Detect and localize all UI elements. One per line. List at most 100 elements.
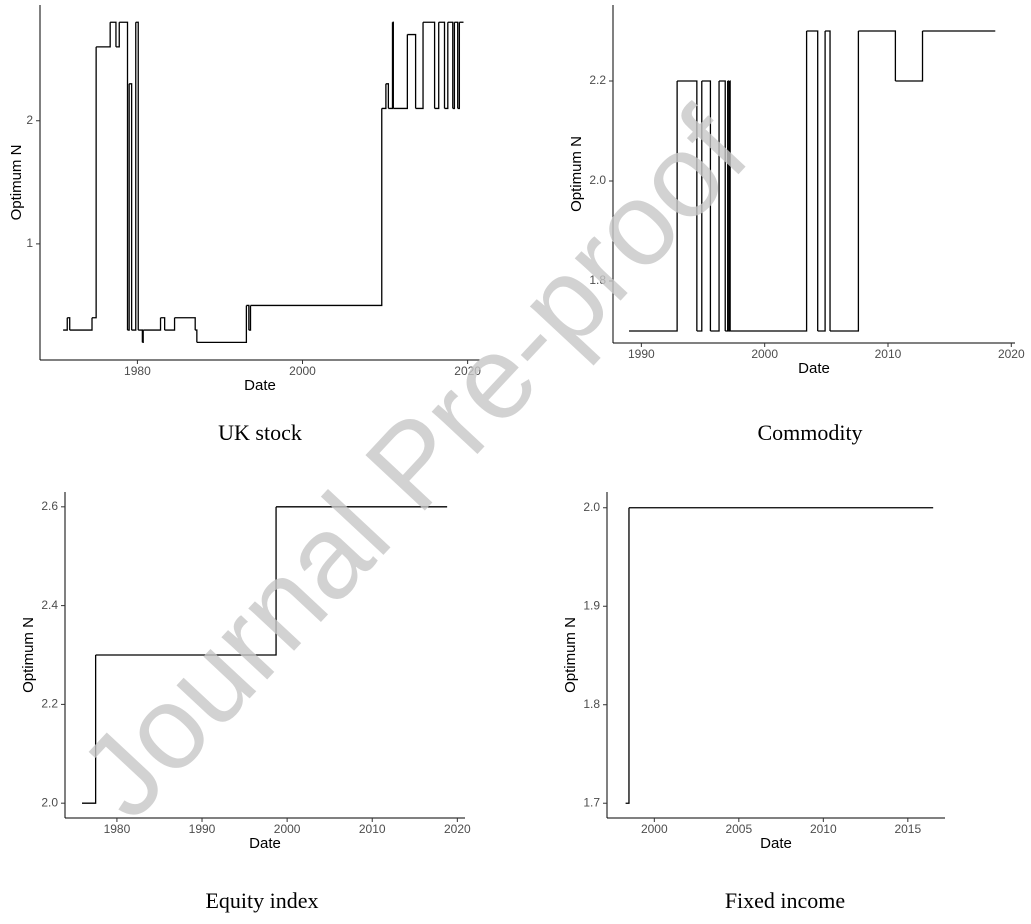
x-tick-label: 2020 (454, 364, 481, 378)
panel: 1990 2000 2010 2020 1.8 2.0 2.2 Date Optimum N Co… (568, 5, 1025, 445)
x-tick-label: 2000 (641, 822, 668, 836)
step-segment (388, 22, 394, 110)
step-segment (710, 81, 720, 332)
x-tick-label: 2010 (810, 822, 837, 836)
step-segment (629, 81, 678, 332)
y-axis-title: Optimum N (20, 617, 37, 693)
x-tick-label: 2005 (725, 822, 752, 836)
step-segment (454, 21, 459, 109)
y-axis-title: Optimum N (8, 145, 25, 221)
step-segment (434, 22, 440, 110)
x-axis-title: Date (798, 360, 830, 377)
y-tick-label: 1.8 (589, 273, 606, 287)
step-segment (385, 83, 390, 109)
y-tick-label: 1.8 (583, 697, 600, 711)
step-segment (423, 21, 436, 109)
step-segment (135, 21, 139, 331)
panel: 1980 2000 2020 1 2 Date Optimum N UK stock (8, 5, 481, 445)
x-axis-title: Date (249, 835, 281, 852)
y-tick-label: 2.4 (41, 598, 58, 612)
x-tick-label: 1980 (104, 822, 131, 836)
step-segment (195, 329, 198, 343)
step-segment (830, 31, 860, 332)
y-tick-label: 2.6 (41, 499, 58, 513)
x-tick-label: 2015 (894, 822, 921, 836)
panel: 1980 1990 2000 2010 2020 2.0 2.2 2.4 2.6 Date Opti… (20, 492, 471, 913)
step-segment (729, 80, 731, 331)
step-segment (415, 22, 424, 110)
x-tick-label: 2010 (359, 822, 386, 836)
step-segment (67, 317, 71, 331)
step-segment (696, 81, 703, 332)
step-segment (381, 83, 387, 110)
step-segment (142, 330, 144, 344)
panel: 2000 2005 2010 2015 1.7 1.8 1.9 2.0 Date Optimum … (562, 492, 945, 913)
step-segment (246, 304, 250, 331)
step-segment (131, 22, 137, 331)
step-segment (719, 80, 726, 331)
y-axis-title: Optimum N (562, 617, 579, 693)
y-tick-label: 1.7 (583, 795, 600, 809)
step-segment (119, 21, 129, 331)
step-segment (110, 21, 117, 47)
y-tick-label: 2.0 (583, 500, 600, 514)
step-segment (129, 83, 133, 331)
y-tick-label: 2.0 (41, 795, 58, 809)
x-tick-label: 2010 (875, 347, 902, 361)
step-segment (730, 31, 808, 332)
x-tick-label: 2000 (274, 822, 301, 836)
x-tick-label: 1990 (628, 347, 655, 361)
step-segment (858, 30, 897, 81)
step-segment (160, 317, 166, 331)
step-segment (115, 22, 120, 48)
step-segment (196, 305, 248, 344)
y-tick-label: 2 (26, 113, 33, 127)
step-segment (393, 34, 409, 110)
step-segment (143, 317, 162, 331)
y-axis-title: Optimum N (568, 136, 585, 212)
watermark: Journal Pre-proof (54, 85, 772, 842)
step-segment (92, 46, 97, 319)
step-segment (817, 31, 826, 332)
step-segment (96, 22, 111, 48)
step-segment (138, 329, 144, 343)
step-segment (727, 80, 729, 331)
x-tick-label: 1990 (189, 822, 216, 836)
step-segment (438, 21, 446, 109)
step-segment (806, 30, 819, 331)
step-segment (250, 108, 383, 307)
step-segment (625, 507, 630, 804)
step-segment (452, 22, 456, 110)
step-segment (444, 22, 449, 110)
panel-caption: UK stock (218, 420, 302, 445)
step-segment (248, 305, 252, 331)
x-tick-label: 2000 (289, 364, 316, 378)
step-segment (82, 655, 97, 804)
step-segment (407, 33, 417, 109)
x-tick-label: 1980 (124, 364, 151, 378)
y-tick-label: 1.9 (583, 598, 600, 612)
step-segment (895, 31, 924, 82)
x-tick-label: 2020 (444, 822, 471, 836)
step-segment (174, 317, 196, 331)
step-segment (677, 80, 698, 331)
x-axis-title: Date (760, 835, 792, 852)
y-tick-label: 2.0 (589, 173, 606, 187)
step-segment (69, 317, 93, 331)
step-segment (392, 21, 394, 109)
step-segment (127, 83, 130, 331)
x-tick-label: 2020 (998, 347, 1025, 361)
step-segment (447, 21, 454, 109)
x-tick-label: 2000 (751, 347, 778, 361)
step-segment (63, 317, 68, 331)
panel-caption: Fixed income (725, 888, 845, 913)
y-tick-label: 2.2 (41, 697, 58, 711)
step-segment (701, 80, 712, 331)
panel-caption: Equity index (205, 888, 318, 913)
step-segment (164, 317, 176, 331)
y-tick-label: 1 (26, 236, 33, 250)
step-segment (825, 30, 831, 331)
x-axis-title: Date (244, 377, 276, 394)
step-segment (95, 506, 277, 656)
